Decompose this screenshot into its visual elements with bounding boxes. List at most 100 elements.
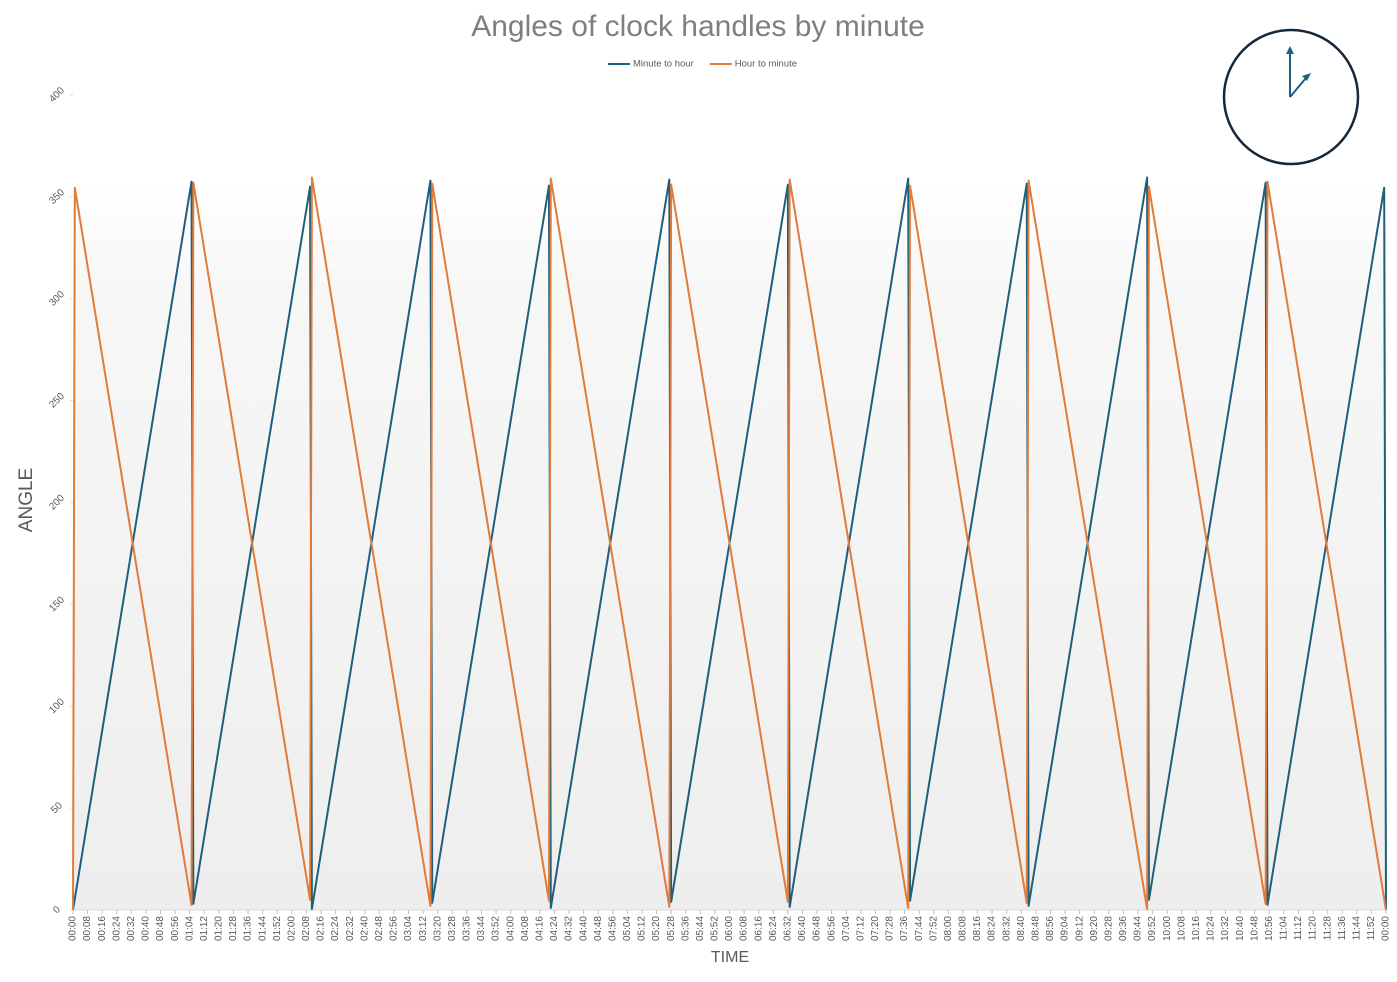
x-tick-label: 05:52 <box>710 916 721 941</box>
x-tick-label: 09:44 <box>1133 916 1144 941</box>
x-tick-label: 11:12 <box>1293 916 1304 941</box>
x-tick-label: 05:04 <box>622 916 633 941</box>
x-tick-label: 01:04 <box>184 916 195 941</box>
x-tick-label: 09:20 <box>1089 916 1100 941</box>
x-tick-label: 08:40 <box>1016 916 1027 941</box>
x-tick-label: 04:56 <box>607 916 618 941</box>
clock-arrow <box>1302 73 1311 81</box>
x-tick-label: 11:36 <box>1337 916 1348 941</box>
x-tick-label: 02:24 <box>330 916 341 941</box>
x-tick-label: 03:28 <box>447 916 458 941</box>
x-tick-label: 06:24 <box>768 916 779 941</box>
x-tick-label: 07:04 <box>841 916 852 941</box>
x-tick-label: 00:56 <box>170 916 181 941</box>
x-tick-label: 05:12 <box>637 916 648 941</box>
chart-title: Angles of clock handles by minute <box>471 10 925 43</box>
x-tick-label: 02:08 <box>301 916 312 941</box>
x-tick-label: 08:32 <box>1001 916 1012 941</box>
x-tick-label: 01:36 <box>243 916 254 941</box>
x-tick-label: 10:40 <box>1235 916 1246 941</box>
y-tick-label: 0 <box>51 904 63 916</box>
x-tick-label: 00:16 <box>97 916 108 941</box>
x-tick-label: 03:44 <box>476 916 487 941</box>
x-tick-label: 08:16 <box>972 916 983 941</box>
x-tick-label: 05:28 <box>666 916 677 941</box>
x-tick-label: 08:00 <box>943 916 954 941</box>
x-tick-label: 08:08 <box>958 916 969 941</box>
x-tick-label: 03:20 <box>432 916 443 941</box>
x-tick-label: 06:40 <box>797 916 808 941</box>
x-tick-label: 10:48 <box>1249 916 1260 941</box>
x-tick-label: 08:56 <box>1045 916 1056 941</box>
x-tick-label: 02:32 <box>345 916 356 941</box>
x-tick-label: 09:28 <box>1103 916 1114 941</box>
x-axis-title: TIME <box>711 949 749 966</box>
y-tick-label: 50 <box>49 800 65 816</box>
x-tick-label: 01:44 <box>257 916 268 941</box>
x-tick-label: 10:08 <box>1176 916 1187 941</box>
legend-label: Hour to minute <box>735 59 797 70</box>
series-line <box>72 176 1387 911</box>
x-tick-label: 03:36 <box>462 916 473 941</box>
x-tick-label: 00:48 <box>155 916 166 941</box>
x-tick-label: 04:48 <box>593 916 604 941</box>
x-tick-label: 01:12 <box>199 916 210 941</box>
x-tick-label: 09:52 <box>1147 916 1158 941</box>
x-tick-label: 05:44 <box>695 916 706 941</box>
x-tick-label: 10:00 <box>1162 916 1173 941</box>
x-tick-label: 07:28 <box>885 916 896 941</box>
x-tick-label: 01:28 <box>228 916 239 941</box>
x-tick-label: 07:44 <box>914 916 925 941</box>
x-tick-label: 06:56 <box>826 916 837 941</box>
x-tick-label: 11:52 <box>1366 916 1377 941</box>
y-tick-label: 400 <box>47 85 67 105</box>
x-tick-label: 10:32 <box>1220 916 1231 941</box>
y-axis-title: ANGLE <box>16 468 37 532</box>
clock-hand <box>1289 77 1307 98</box>
x-tick-label: 02:56 <box>389 916 400 941</box>
x-tick-label: 00:40 <box>141 916 152 941</box>
y-tick-label: 350 <box>47 187 67 207</box>
legend-label: Minute to hour <box>633 59 694 70</box>
x-tick-label: 11:44 <box>1351 916 1362 941</box>
x-tick-label: 03:52 <box>491 916 502 941</box>
x-tick-label: 11:20 <box>1308 916 1319 941</box>
x-tick-label: 04:00 <box>505 916 516 941</box>
x-tick-label: 04:08 <box>520 916 531 941</box>
x-tick-label: 07:12 <box>855 916 866 941</box>
x-tick-label: 01:20 <box>214 916 225 941</box>
x-tick-label: 03:04 <box>403 916 414 941</box>
x-tick-label: 02:00 <box>286 916 297 941</box>
x-tick-label: 00:08 <box>82 916 93 941</box>
x-tick-label: 07:52 <box>928 916 939 941</box>
y-tick-label: 100 <box>47 696 67 716</box>
x-tick-label: 07:36 <box>899 916 910 941</box>
x-tick-label: 04:24 <box>549 916 560 941</box>
x-tick-label: 04:32 <box>564 916 575 941</box>
x-tick-label: 00:00 <box>68 916 79 941</box>
clock-arrow <box>1286 46 1294 54</box>
y-tick-label: 250 <box>47 391 67 411</box>
x-tick-label: 00:00 <box>1381 916 1392 941</box>
y-tick-label: 150 <box>47 594 67 614</box>
x-tick-label: 01:52 <box>272 916 283 941</box>
x-tick-label: 02:40 <box>359 916 370 941</box>
x-tick-label: 04:40 <box>578 916 589 941</box>
x-tick-label: 05:36 <box>680 916 691 941</box>
x-tick-label: 02:48 <box>374 916 385 941</box>
clock-face <box>1222 28 1360 166</box>
x-tick-label: 03:12 <box>418 916 429 941</box>
x-tick-label: 08:48 <box>1031 916 1042 941</box>
x-tick-label: 11:28 <box>1322 916 1333 941</box>
y-tick-label: 200 <box>47 493 67 513</box>
x-tick-label: 10:56 <box>1264 916 1275 941</box>
x-tick-label: 00:24 <box>111 916 122 941</box>
y-tick-label: 300 <box>47 289 67 309</box>
x-tick-label: 06:08 <box>739 916 750 941</box>
x-tick-label: 02:16 <box>316 916 327 941</box>
x-tick-label: 06:00 <box>724 916 735 941</box>
x-tick-label: 09:12 <box>1074 916 1085 941</box>
x-tick-label: 00:32 <box>126 916 137 941</box>
